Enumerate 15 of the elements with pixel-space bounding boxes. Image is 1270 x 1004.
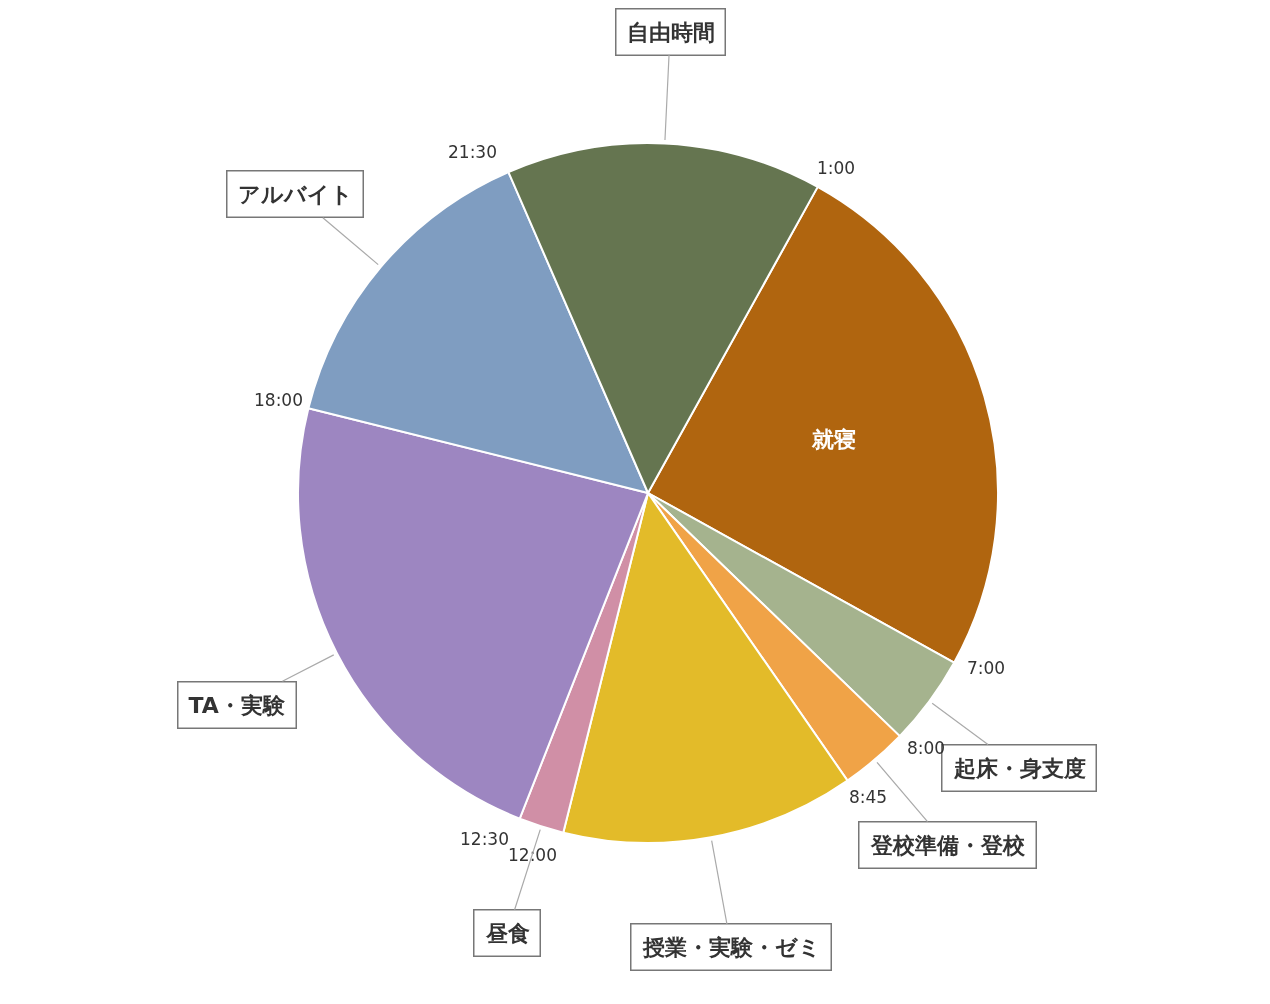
slice-label: 就寝 — [811, 427, 856, 452]
text: 8:45 — [849, 787, 888, 807]
slice-label: アルバイト — [237, 181, 353, 207]
slice-label: 昼食 — [484, 920, 530, 946]
slice-label: TA・実験 — [188, 692, 286, 718]
text: 21:30 — [448, 142, 497, 162]
text: 7:00 — [967, 658, 1006, 678]
slice-label: 授業・実験・ゼミ — [641, 934, 821, 960]
slice-label: 登校準備・登校 — [869, 832, 1026, 858]
slice-label: 自由時間 — [626, 19, 715, 45]
text: 1:00 — [817, 158, 856, 178]
slice-label: 起床・身支度 — [952, 755, 1086, 781]
text: 12:00 — [508, 845, 557, 865]
text: 18:00 — [254, 390, 303, 410]
text: 12:30 — [460, 829, 509, 849]
